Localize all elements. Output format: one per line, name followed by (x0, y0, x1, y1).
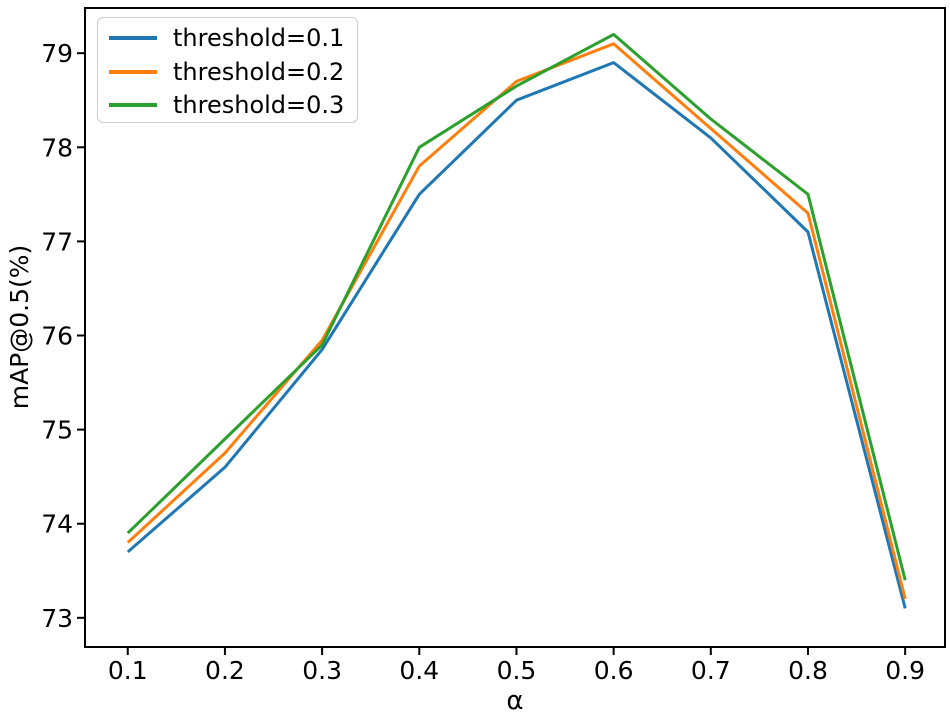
y-axis-label: mAP@0.5(%) (5, 244, 34, 410)
y-axis-ticks (77, 52, 85, 619)
x-tick-label: 0.2 (205, 656, 245, 685)
y-tick-label: 74 (41, 510, 73, 539)
x-tick-label: 0.3 (302, 656, 342, 685)
x-axis-tick-labels: 0.1 0.2 0.3 0.4 0.5 0.6 0.7 0.8 0.9 (108, 656, 925, 685)
series-line-threshold=0.2 (126, 42, 907, 600)
y-tick-label: 73 (41, 604, 73, 633)
y-tick-label: 75 (41, 416, 73, 445)
x-axis-ticks (126, 647, 907, 655)
legend-item: threshold=0.3 (109, 88, 357, 122)
legend-line-sample (109, 35, 157, 40)
legend-line-sample (109, 69, 157, 74)
y-tick-label: 77 (41, 227, 73, 256)
plot-border (84, 7, 946, 648)
y-axis-tick-labels: 73 74 75 76 77 78 79 (41, 39, 73, 633)
legend-line-sample (109, 103, 157, 108)
legend-item: threshold=0.2 (109, 55, 357, 89)
x-axis-label: α (506, 686, 524, 716)
legend-item-label: threshold=0.1 (173, 23, 345, 52)
y-tick-label: 76 (41, 321, 73, 350)
y-tick-label: 78 (41, 133, 73, 162)
x-tick-label: 0.5 (497, 656, 537, 685)
x-tick-label: 0.9 (885, 656, 925, 685)
legend-item-label: threshold=0.2 (173, 57, 345, 86)
x-tick-label: 0.1 (108, 656, 148, 685)
x-tick-label: 0.8 (788, 656, 828, 685)
legend-item: threshold=0.1 (109, 21, 357, 55)
legend: threshold=0.1 threshold=0.2 threshold=0.3 (97, 17, 358, 123)
series-line-threshold=0.1 (126, 61, 907, 609)
x-tick-label: 0.7 (691, 656, 731, 685)
series-lines (126, 32, 907, 609)
series-line-threshold=0.3 (126, 32, 907, 581)
y-tick-label: 79 (41, 39, 73, 68)
x-tick-label: 0.6 (594, 656, 634, 685)
legend-item-label: threshold=0.3 (173, 91, 345, 120)
x-tick-label: 0.4 (399, 656, 439, 685)
